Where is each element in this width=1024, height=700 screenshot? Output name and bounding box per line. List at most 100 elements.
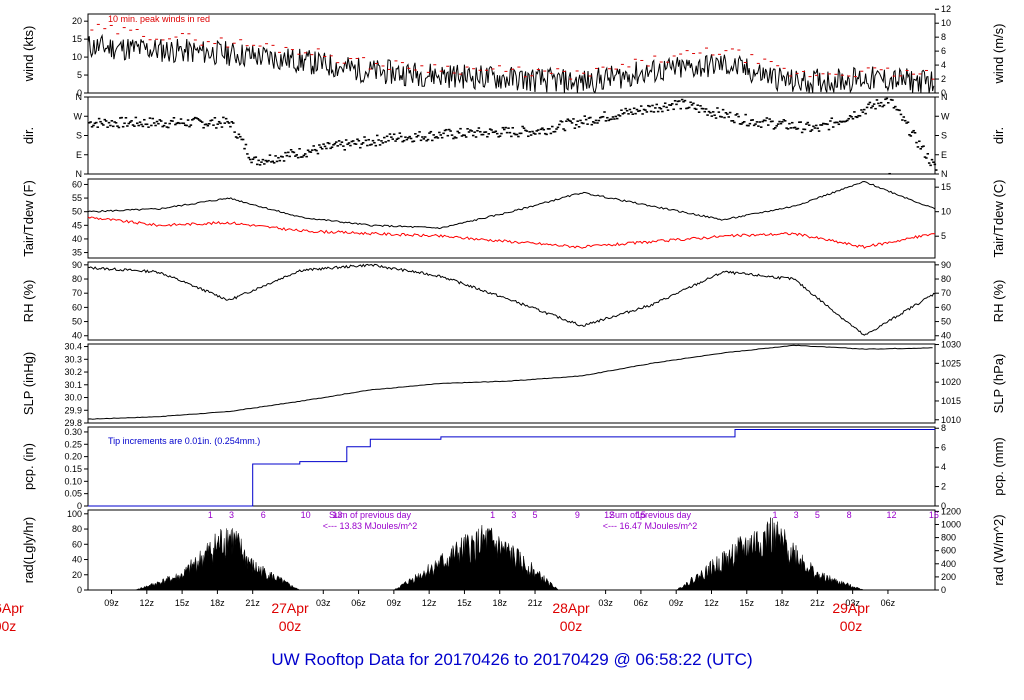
- slp-right-tick-label: 1025: [941, 358, 961, 368]
- pcp-left-tick-label: 0.20: [64, 452, 82, 462]
- rad-hour-mark: 3: [229, 510, 234, 520]
- slp-left-axis-label: SLP (inHg): [21, 352, 36, 415]
- rad-hour-mark: 3: [794, 510, 799, 520]
- rad-hour-mark: 12: [604, 510, 614, 520]
- rh-right-tick-label: 80: [941, 274, 951, 284]
- rad-hour-mark: 1: [490, 510, 495, 520]
- wind-left-tick-label: 0: [77, 88, 82, 98]
- rad-right-tick-label: 800: [941, 533, 956, 543]
- temp-left-tick-label: 40: [72, 234, 82, 244]
- pcp-right-tick-label: 4: [941, 462, 946, 472]
- series-wind-line: [87, 33, 935, 94]
- pcp-left-tick-label: 0.25: [64, 439, 82, 449]
- day-hour-label: 00z: [279, 618, 302, 634]
- slp-left-tick-label: 29.9: [64, 405, 82, 415]
- wind-left-tick-label: 15: [72, 34, 82, 44]
- temp-left-tick-label: 55: [72, 193, 82, 203]
- rh-left-tick-label: 50: [72, 317, 82, 327]
- time-tick-label: 03z: [316, 598, 331, 608]
- slp-left-tick-label: 30.1: [64, 380, 82, 390]
- dir-left-tick-label: S: [76, 131, 82, 141]
- rh-right-tick-label: 60: [941, 302, 951, 312]
- rad-hour-mark: 13: [332, 510, 342, 520]
- rad-hour-mark: 9: [575, 510, 580, 520]
- rad-hour-mark: 10: [301, 510, 311, 520]
- temp-left-tick-label: 45: [72, 220, 82, 230]
- rad-hour-mark: 5: [815, 510, 820, 520]
- day-date-label: 27Apr: [271, 600, 309, 616]
- dir-left-tick-label: N: [76, 92, 83, 102]
- temp-right-tick-label: 15: [941, 182, 951, 192]
- slp-left-tick-label: 29.8: [64, 418, 82, 428]
- rad-note-line1: Sum of previous day: [609, 510, 692, 520]
- time-tick-label: 15z: [175, 598, 190, 608]
- rad-left-tick-label: 0: [77, 585, 82, 595]
- rh-left-tick-label: 40: [72, 331, 82, 341]
- day-date-label: 26Apr: [0, 600, 24, 616]
- slp-left-tick-label: 30.2: [64, 367, 82, 377]
- wind-right-tick-label: 4: [941, 60, 946, 70]
- time-tick-label: 15z: [740, 598, 755, 608]
- pcp-left-tick-label: 0: [77, 501, 82, 511]
- slp-right-axis-label: SLP (hPa): [991, 354, 1006, 414]
- time-tick-label: 09z: [104, 598, 119, 608]
- wind-right-axis-label: wind (m/s): [991, 24, 1006, 85]
- time-tick-label: 09z: [669, 598, 684, 608]
- time-tick-label: 12z: [140, 598, 155, 608]
- series-radiation-area: [88, 517, 935, 591]
- rad-right-tick-label: 0: [941, 585, 946, 595]
- time-tick-label: 03z: [598, 598, 613, 608]
- rad-hour-mark: 3: [511, 510, 516, 520]
- rh-right-tick-label: 50: [941, 317, 951, 327]
- pcp-right-tick-label: 0: [941, 501, 946, 511]
- rad-right-tick-label: 400: [941, 559, 956, 569]
- rad-left-tick-label: 60: [72, 539, 82, 549]
- rad-note-line1: Sum of previous day: [329, 510, 412, 520]
- wind-right-tick-label: 0: [941, 88, 946, 98]
- temp-left-axis-label: Tair/Tdew (F): [21, 180, 36, 257]
- pcp-panel-frame: [87, 426, 936, 507]
- time-tick-label: 03z: [845, 598, 860, 608]
- series-precip-line: [88, 429, 935, 507]
- rad-hour-mark: 1: [208, 510, 213, 520]
- rad-left-tick-label: 100: [67, 509, 82, 519]
- wind-panel-frame: [87, 13, 936, 94]
- rad-hour-mark: 5: [533, 510, 538, 520]
- dir-right-tick-label: S: [941, 131, 947, 141]
- wind-left-tick-label: 5: [77, 70, 82, 80]
- slp-right-tick-label: 1020: [941, 377, 961, 387]
- time-tick-label: 15z: [457, 598, 472, 608]
- time-tick-label: 21z: [810, 598, 825, 608]
- pcp-right-axis-label: pcp. (mm): [991, 437, 1006, 496]
- wind-right-tick-label: 10: [941, 18, 951, 28]
- series-rh-line: [87, 263, 936, 336]
- day-date-label: 29Apr: [832, 600, 870, 616]
- time-tick-label: 06z: [634, 598, 649, 608]
- rad-right-tick-label: 600: [941, 546, 956, 556]
- rad-hour-mark: 16: [929, 510, 939, 520]
- dir-left-axis-label: dir.: [21, 127, 36, 144]
- time-tick-label: 18z: [775, 598, 790, 608]
- series-slp-line: [87, 344, 933, 420]
- wind-annotation: 10 min. peak winds in red: [108, 14, 210, 24]
- pcp-left-tick-label: 0.10: [64, 476, 82, 486]
- slp-left-tick-label: 30.0: [64, 393, 82, 403]
- pcp-left-tick-label: 0.05: [64, 489, 82, 499]
- wind-right-tick-label: 6: [941, 46, 946, 56]
- rh-left-tick-label: 60: [72, 302, 82, 312]
- dir-right-tick-label: W: [941, 111, 950, 121]
- rad-note-line2: <--- 13.83 MJoules/m^2: [323, 521, 418, 531]
- rad-left-tick-label: 40: [72, 555, 82, 565]
- pcp-annotation: Tip increments are 0.01in. (0.254mm.): [108, 436, 260, 446]
- dir-left-tick-label: W: [74, 111, 83, 121]
- day-date-label: 28Apr: [552, 600, 590, 616]
- time-tick-label: 18z: [210, 598, 225, 608]
- temp-left-tick-label: 50: [72, 207, 82, 217]
- rh-left-tick-label: 80: [72, 274, 82, 284]
- wind-right-tick-label: 8: [941, 32, 946, 42]
- pcp-right-tick-label: 8: [941, 423, 946, 433]
- pcp-right-tick-label: 2: [941, 482, 946, 492]
- rad-hour-mark: 8: [847, 510, 852, 520]
- rad-left-axis-label: rad(Lgly/hr): [21, 517, 36, 583]
